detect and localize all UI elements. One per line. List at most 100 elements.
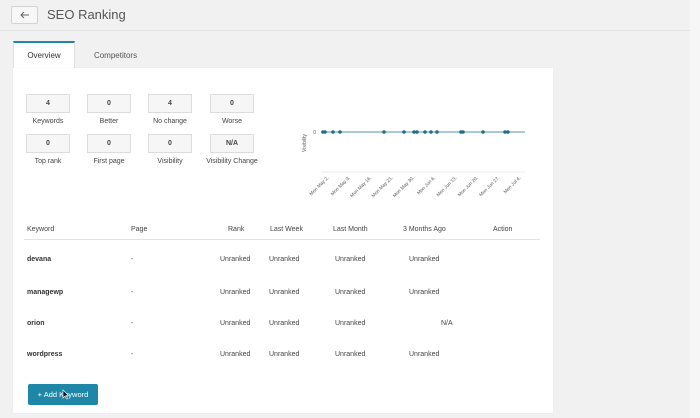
stat-worse: 0 Worse — [210, 94, 254, 126]
cell-last-month: Unranked — [335, 256, 366, 263]
tab-competitors[interactable]: Competitors — [93, 51, 138, 60]
chart-point — [402, 130, 406, 134]
chart-x-tick: Mon Jun 20. — [457, 175, 480, 198]
header-divider — [0, 30, 700, 31]
stat-value: N/A — [210, 134, 254, 153]
chart-x-ticks: Mon May 2. Mon May 9.Mon May 16.Mon May 2… — [308, 175, 522, 199]
arrow-left-icon — [19, 11, 29, 19]
chart-x-tick: Mon Jun 6. — [416, 175, 437, 196]
chart-point — [423, 130, 427, 134]
chart-point — [435, 130, 439, 134]
chart-x-tick: Mon Jun 27. — [478, 175, 501, 198]
stat-label: Top rank — [34, 158, 62, 165]
tab-overview[interactable]: Overview — [13, 41, 75, 69]
chart-y-tick: 0 — [313, 130, 316, 136]
stat-value: 0 — [148, 134, 192, 153]
cell-last-week: Unranked — [269, 320, 300, 327]
cell-last-week: Unranked — [269, 289, 300, 296]
page-title: SEO Ranking — [47, 7, 126, 22]
chart-point — [412, 130, 416, 134]
stat-value: 0 — [87, 94, 131, 113]
stat-value: 0 — [210, 94, 254, 113]
cell-keyword: devana — [27, 256, 52, 263]
stat-first-page: 0 First page — [87, 134, 131, 166]
cell-rank: Unranked — [220, 256, 251, 263]
cell-last-week: Unranked — [269, 351, 300, 358]
stat-no-change: 4 No change — [148, 94, 192, 126]
chart-point — [506, 130, 510, 134]
chart-point — [323, 130, 327, 134]
chart-y-label: Visibility — [302, 134, 308, 152]
stat-label: Visibility Change — [206, 158, 258, 165]
chart-point — [331, 130, 335, 134]
chart-point — [461, 130, 465, 134]
cell-last-week: Unranked — [269, 256, 300, 263]
cell-last-month: Unranked — [335, 351, 366, 358]
chart-x-tick: Mon May 2. — [308, 175, 330, 197]
col-keyword: Keyword — [27, 226, 55, 233]
cell-rank: Unranked — [220, 351, 251, 358]
stat-keywords: 4 Keywords — [26, 94, 70, 126]
col-rank: Rank — [228, 226, 245, 233]
table-header: Keyword Page Rank Last Week Last Month 3… — [24, 220, 540, 240]
stat-label: Keywords — [32, 118, 64, 125]
table-row: wordpress - Unranked Unranked Unranked U… — [24, 351, 540, 371]
chart-x-tick: Mon May 30. — [392, 175, 416, 199]
stat-value: 4 — [148, 94, 192, 113]
col-3-months: 3 Months Ago — [403, 226, 446, 233]
chart-x-tick: Mon May 23. — [371, 175, 395, 199]
chart-x-tick: Mon Jun 13. — [435, 175, 458, 198]
cell-3-months: N/A — [441, 320, 453, 327]
chart-point — [429, 130, 433, 134]
stat-label: No change — [153, 118, 187, 125]
col-last-week: Last Week — [270, 226, 303, 233]
stat-label: Better — [99, 118, 119, 125]
overview-panel — [13, 68, 553, 413]
top-bar: SEO Ranking — [0, 0, 700, 30]
stat-visibility: 0 Visibility — [148, 134, 192, 166]
stat-label: Worse — [221, 118, 243, 125]
stat-visibility-change: N/A Visibility Change — [206, 134, 258, 166]
stat-label: First page — [93, 158, 125, 165]
chart-x-tick: Mon May 16. — [349, 175, 373, 199]
cell-rank: Unranked — [220, 320, 251, 327]
cell-last-month: Unranked — [335, 289, 366, 296]
col-action: Action — [493, 226, 513, 233]
stat-value: 0 — [87, 134, 131, 153]
cell-page: - — [131, 256, 134, 263]
stat-label: Visibility — [157, 158, 183, 165]
right-edge — [690, 0, 700, 418]
visibility-chart: Visibility 0 Mon May 2. Mon May 9.Mon May… — [302, 130, 525, 199]
chart-points — [321, 130, 510, 134]
cell-3-months: Unranked — [409, 351, 440, 358]
table-row: managewp - Unranked Unranked Unranked Un… — [24, 289, 540, 309]
chart-point — [415, 130, 419, 134]
col-page: Page — [131, 226, 148, 233]
chart-point — [481, 130, 485, 134]
cell-last-month: Unranked — [335, 320, 366, 327]
cell-page: - — [131, 320, 134, 327]
chart-x-tick: Mon Jul 4. — [503, 175, 523, 195]
stat-value: 4 — [26, 94, 70, 113]
cell-3-months: Unranked — [409, 256, 440, 263]
cell-keyword: wordpress — [27, 351, 63, 358]
cell-page: - — [131, 351, 134, 358]
cell-rank: Unranked — [220, 289, 251, 296]
stat-value: 0 — [26, 134, 70, 153]
chart-point — [382, 130, 386, 134]
cell-3-months: Unranked — [409, 289, 440, 296]
chart-x-tick: Mon May 9. — [330, 175, 352, 197]
table-row: devana - Unranked Unranked Unranked Unra… — [24, 256, 540, 276]
cell-page: - — [131, 289, 134, 296]
stat-top-rank: 0 Top rank — [26, 134, 70, 166]
mouse-cursor-icon — [62, 389, 70, 400]
chart-point — [338, 130, 342, 134]
col-last-month: Last Month — [333, 226, 368, 233]
cell-keyword: managewp — [27, 289, 64, 296]
tab-bar: Overview Competitors — [13, 41, 153, 69]
chart-point — [503, 130, 507, 134]
table-row: orion - Unranked Unranked Unranked N/A — [24, 320, 540, 340]
back-button[interactable] — [11, 6, 38, 24]
cell-keyword: orion — [27, 320, 45, 327]
stat-better: 0 Better — [87, 94, 131, 126]
